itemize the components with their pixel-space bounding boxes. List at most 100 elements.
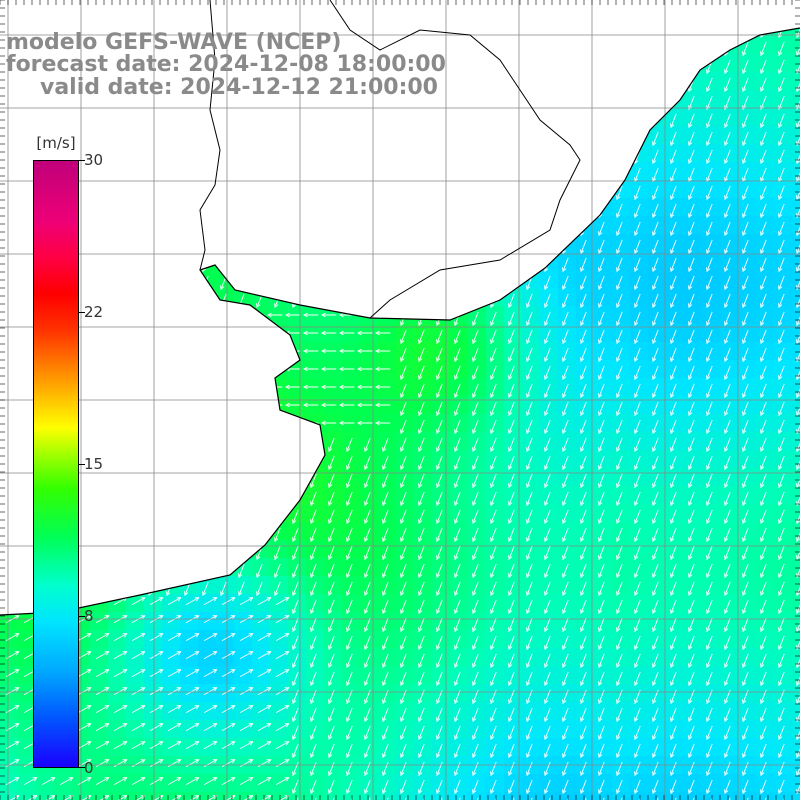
wind-cell: [468, 792, 486, 800]
wind-arrow: [634, 185, 641, 201]
wind-arrow: [688, 113, 695, 129]
wind-arrow: [724, 131, 731, 147]
wind-cell: [504, 792, 522, 800]
wind-arrow: [724, 347, 731, 363]
wind-arrow: [634, 257, 641, 273]
wind-arrow: [670, 293, 677, 309]
wind-arrow: [778, 311, 785, 327]
wind-cell: [792, 270, 800, 288]
wind-cell: [540, 792, 558, 800]
wind-cell: [0, 792, 18, 800]
wind-arrow: [652, 257, 659, 273]
wind-arrow: [742, 221, 749, 237]
wind-arrow: [706, 239, 713, 255]
wind-cell: [738, 792, 756, 800]
wind-arrow: [652, 347, 659, 363]
wind-arrow: [321, 366, 337, 372]
wind-cell: [666, 792, 684, 800]
wind-arrow: [634, 275, 641, 291]
wind-arrow: [357, 366, 373, 372]
wind-arrow: [760, 185, 767, 201]
wind-cell: [792, 288, 800, 306]
wind-cell: [792, 342, 800, 360]
wind-cell: [792, 792, 800, 800]
wind-arrow: [544, 347, 551, 363]
wind-arrow: [688, 185, 695, 201]
wind-arrow: [454, 347, 461, 363]
wind-arrow: [418, 365, 425, 381]
wind-arrow: [724, 59, 731, 75]
wind-arrow: [742, 257, 749, 273]
wind-arrow: [778, 131, 785, 147]
wind-arrow: [357, 348, 373, 354]
wind-arrow: [418, 347, 425, 363]
wind-arrow: [778, 95, 785, 111]
wind-arrow: [652, 239, 659, 255]
wind-cell: [792, 36, 800, 54]
wind-arrow: [616, 203, 623, 219]
wind-arrow: [616, 293, 623, 309]
wind-arrow: [670, 239, 677, 255]
wind-arrow: [706, 293, 713, 309]
wind-arrow: [724, 365, 731, 381]
wind-cell: [90, 792, 108, 800]
wind-arrow: [562, 365, 569, 381]
wind-arrow: [742, 95, 749, 111]
wind-cell: [342, 792, 360, 800]
wind-cell: [792, 576, 800, 594]
wind-arrow: [742, 77, 749, 93]
wind-arrow: [760, 293, 767, 309]
wind-cell: [792, 180, 800, 198]
wind-cell: [792, 54, 800, 72]
wind-arrow: [760, 365, 767, 381]
wind-arrow: [303, 330, 319, 336]
wind-cell: [108, 792, 126, 800]
wind-arrow: [616, 257, 623, 273]
wind-arrow: [436, 365, 443, 381]
wind-arrow: [778, 329, 785, 345]
wind-arrow: [760, 239, 767, 255]
wind-arrow: [634, 365, 641, 381]
wind-arrow: [778, 275, 785, 291]
wind-arrow: [598, 311, 605, 327]
wind-cell: [792, 540, 800, 558]
wind-arrow: [778, 347, 785, 363]
wind-arrow: [616, 347, 623, 363]
wind-arrow: [357, 330, 373, 336]
wind-cell: [792, 648, 800, 666]
wind-arrow: [652, 275, 659, 291]
wind-arrow: [544, 365, 551, 381]
wind-arrow: [652, 311, 659, 327]
wind-cell: [720, 792, 738, 800]
wind-cell: [792, 234, 800, 252]
wind-arrow: [321, 312, 337, 318]
wind-arrow: [670, 203, 677, 219]
wind-arrow: [706, 77, 713, 93]
wind-cell: [792, 144, 800, 162]
wind-arrow: [706, 275, 713, 291]
wind-arrow: [652, 131, 659, 147]
wind-arrow: [652, 203, 659, 219]
wind-cell: [792, 630, 800, 648]
wind-arrow: [508, 347, 515, 363]
wind-arrow: [706, 95, 713, 111]
wind-arrow: [598, 239, 605, 255]
wind-arrow: [670, 329, 677, 345]
wind-arrow: [724, 311, 731, 327]
wind-arrow: [706, 329, 713, 345]
wind-arrow: [454, 365, 461, 381]
wind-arrow: [321, 348, 337, 354]
wind-arrow: [634, 221, 641, 237]
colorbar-tick-15: 15: [84, 455, 104, 473]
wind-cell: [612, 792, 630, 800]
wind-arrow: [634, 239, 641, 255]
wind-cell: [792, 450, 800, 468]
wind-arrow: [616, 275, 623, 291]
wind-arrow: [724, 293, 731, 309]
wind-cell: [792, 702, 800, 720]
wind-arrow: [598, 293, 605, 309]
wind-cell: [792, 162, 800, 180]
wind-arrow: [760, 257, 767, 273]
wind-arrow: [760, 95, 767, 111]
wind-arrow: [760, 131, 767, 147]
